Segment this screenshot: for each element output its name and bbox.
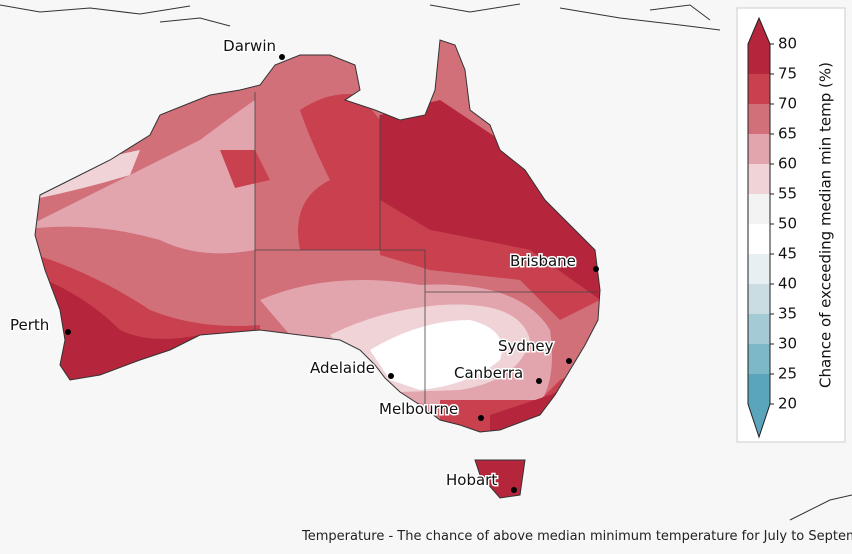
colorbar-tick-label: 30 <box>778 335 797 353</box>
colorbar-tick-label: 20 <box>778 395 797 413</box>
colorbar-segment <box>748 314 770 344</box>
cities: Darwin Perth Adelaide Melbourne Canberra Sydn… <box>9 36 599 493</box>
colorbar-tick-label: 25 <box>778 365 797 383</box>
colorbar-tick-label: 55 <box>778 185 797 203</box>
colorbar-tick-label: 35 <box>778 305 797 323</box>
colorbar-arrow-top <box>748 18 770 44</box>
city-label: Brisbane <box>510 252 576 270</box>
city-dot <box>593 266 599 272</box>
coastlines <box>0 3 852 521</box>
colorbar-segment <box>748 344 770 374</box>
colorbar-segment <box>748 104 770 134</box>
city-label: Canberra <box>454 364 523 382</box>
colorbar-tick-label: 70 <box>778 95 797 113</box>
colorbar-segment <box>748 254 770 284</box>
city-dot <box>566 358 572 364</box>
colorbar-tick-label: 65 <box>778 125 797 143</box>
colorbar-tick-label: 50 <box>778 215 797 233</box>
colorbar-segment <box>748 194 770 224</box>
legend-title: Chance of exceeding median min temp (%) <box>817 62 835 388</box>
colorbar-tick-label: 75 <box>778 65 797 83</box>
colorbar-segment <box>748 284 770 314</box>
city-label: Adelaide <box>310 359 375 377</box>
city-dot <box>279 54 285 60</box>
colorbar-segment <box>748 374 770 404</box>
city-dot <box>511 487 517 493</box>
colorbar-arrow-bottom <box>748 404 770 437</box>
colorbar-segment <box>748 44 770 74</box>
colorbar-segment <box>748 164 770 194</box>
city-dot <box>478 415 484 421</box>
colorbar: 20 25 30 35 40 45 50 55 60 65 70 75 80 <box>747 16 797 439</box>
city-label: Melbourne <box>379 400 458 418</box>
colorbar-segment <box>748 134 770 164</box>
colorbar-segment <box>748 74 770 104</box>
colorbar-tick-label: 45 <box>778 245 797 263</box>
city-label: Hobart <box>446 471 497 489</box>
colorbar-tick-label: 60 <box>778 155 797 173</box>
city-dot <box>388 373 394 379</box>
city-label: Perth <box>10 316 49 334</box>
colorbar-tick-label: 80 <box>778 35 797 53</box>
colorbar-segment <box>748 224 770 254</box>
city-dot <box>536 378 542 384</box>
caption: Temperature - The chance of above median… <box>301 529 852 544</box>
city-label: Darwin <box>223 37 276 55</box>
city-dot <box>65 329 71 335</box>
city-label: Sydney <box>498 337 554 355</box>
colorbar-tick-label: 40 <box>778 275 797 293</box>
state-borders <box>254 92 598 405</box>
